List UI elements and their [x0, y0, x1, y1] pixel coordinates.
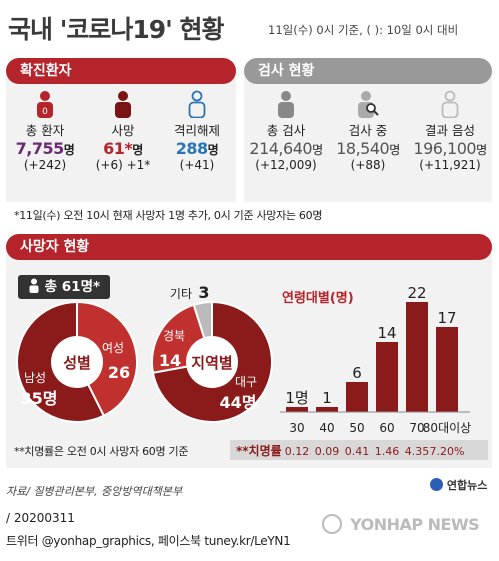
fatality-rate-value: 1.46 — [375, 445, 400, 458]
stat-testing: 검사 중 18,540명 (+88) — [328, 90, 408, 172]
fatality-row-bg — [230, 440, 488, 460]
x-tick-label: 80대이상 — [423, 421, 471, 435]
stat-released: 격리해제 288명 (+41) — [160, 90, 234, 172]
bar-value-label: 6 — [352, 364, 362, 382]
stat-change: (+88) — [350, 158, 386, 172]
bar-value-label: 1 — [322, 389, 332, 407]
stat-label: 격리해제 — [173, 123, 220, 138]
stat-value: 196,100 — [413, 139, 477, 158]
x-tick-label: 40 — [319, 421, 334, 435]
stat-deaths: 사망 61*명 (+6) +1* — [86, 90, 160, 172]
bar — [346, 382, 368, 412]
stat-change: (+6) +1* — [95, 158, 151, 172]
fatality-rate-value: 0.09 — [315, 445, 340, 458]
confirmed-panel: 0 총 환자 7,755명 (+242) 사망 61*명 (+6) +1* 격리… — [6, 72, 236, 202]
donut-hole — [187, 337, 237, 387]
total-deaths-badge: 총 61명* — [18, 275, 110, 299]
stat-value: 7,755 — [15, 139, 65, 158]
slice-name: 기타 — [170, 287, 192, 301]
donut-center-label: 지역별 — [191, 354, 232, 372]
svg-text:0: 0 — [42, 107, 48, 117]
slice-name: 대구 — [235, 375, 257, 389]
person-outline-icon — [188, 90, 206, 118]
stat-unit: 명 — [207, 143, 219, 157]
stat-change: (+41) — [179, 158, 215, 172]
fatality-rate-value: 0.12 — [285, 445, 310, 458]
total-deaths-label: 총 61명* — [44, 279, 101, 295]
stat-value: 61* — [103, 139, 133, 158]
tests-panel: 총 검사 214,640명 (+12,009) 검사 중 18,540명 (+8… — [244, 72, 492, 202]
stat-value: 18,540 — [336, 139, 390, 158]
slice-name: 남성 — [24, 371, 46, 385]
magnifier-person-icon — [358, 91, 379, 118]
donut-center-label: 성별 — [63, 354, 91, 372]
stat-unit: 명 — [312, 143, 323, 157]
stat-value: 214,640 — [249, 139, 313, 158]
stat-label: 총 검사 — [266, 123, 306, 138]
person-gray-icon — [278, 91, 294, 118]
fatality-rate-value: 0.41 — [345, 445, 370, 458]
bar-value-label: 1명 — [285, 389, 308, 407]
stat-unit: 명 — [389, 143, 400, 157]
stat-change: (+242) — [23, 158, 67, 172]
x-tick-label: 30 — [289, 421, 304, 435]
slice-name: 여성 — [102, 341, 124, 355]
death-footnote: *11일(수) 오전 10시 현재 사망자 1명 추가, 0시 기준 사망자는 … — [14, 209, 323, 222]
person-light-icon — [441, 90, 459, 118]
bar-value-label: 17 — [437, 309, 456, 327]
source-text: 자료/ 질병관리본부, 중앙방역대책본부 — [6, 485, 183, 498]
yonhap-logo-text: 연합뉴스 — [446, 479, 488, 492]
slice-value: 35명 — [21, 389, 58, 408]
stat-label: 사망 — [111, 123, 135, 138]
bar-value-label: 14 — [377, 324, 396, 342]
fatality-rate-value: 4.35 — [405, 445, 430, 458]
donut-hole — [52, 337, 102, 387]
tests-header: 검사 현황 — [244, 58, 492, 84]
patient-icon: 0 — [37, 91, 53, 118]
watermark: YONHAP NEWS — [322, 514, 480, 534]
stat-change: (+12,009) — [255, 158, 317, 172]
stat-label: 총 환자 — [25, 123, 65, 138]
slice-value: 14 — [159, 351, 181, 370]
credit-line: 트위터 @yonhap_graphics, 페이스북 tuney.kr/LeYN… — [6, 534, 291, 548]
watermark-text: YONHAP NEWS — [350, 515, 480, 534]
bar — [406, 302, 428, 412]
x-tick-label: 70 — [409, 421, 424, 435]
bar — [436, 327, 458, 412]
person-icon — [29, 278, 39, 293]
bar — [286, 407, 308, 412]
date-line: / 20200311 — [6, 511, 75, 525]
stat-label: 결과 음성 — [425, 123, 475, 138]
bar — [376, 342, 398, 412]
stat-change: (+11,921) — [419, 158, 481, 172]
x-tick-label: 50 — [349, 421, 364, 435]
fatality-row-label: **치명률 — [236, 443, 282, 458]
slice-value: 3 — [198, 283, 209, 302]
stat-unit: 명 — [132, 143, 143, 157]
stat-label: 검사 중 — [348, 123, 388, 138]
person-dark-icon — [115, 91, 131, 118]
fatality-footnote: **치명률은 오전 0시 사망자 60명 기준 — [14, 445, 189, 458]
page-subtitle: 11일(수) 0시 기준, ( ): 10일 0시 대비 — [268, 23, 459, 37]
page-title: 국내 '코로나19' 현황 — [8, 15, 225, 44]
stat-value: 288 — [175, 139, 208, 158]
stat-unit: 명 — [63, 143, 75, 157]
stat-total-tests: 총 검사 214,640명 (+12,009) — [246, 90, 326, 172]
yonhap-logo: 연합뉴스 — [430, 477, 487, 493]
bar-chart-title: 연령대별(명) — [282, 290, 354, 306]
confirmed-header: 확진환자 — [6, 58, 236, 84]
bar-value-label: 22 — [407, 284, 426, 302]
stat-unit: 명 — [476, 143, 487, 157]
bar — [316, 407, 338, 412]
slice-value: 44명 — [220, 393, 257, 412]
slice-value: 26 — [108, 363, 130, 382]
x-tick-label: 60 — [379, 421, 394, 435]
deaths-header: 사망자 현황 — [6, 234, 492, 260]
fatality-rate-value: 7.20% — [430, 445, 465, 458]
stat-negative: 결과 음성 196,100명 (+11,921) — [410, 90, 490, 172]
stat-total-patients: 0 총 환자 7,755명 (+242) — [8, 90, 82, 172]
slice-name: 경북 — [163, 329, 185, 343]
